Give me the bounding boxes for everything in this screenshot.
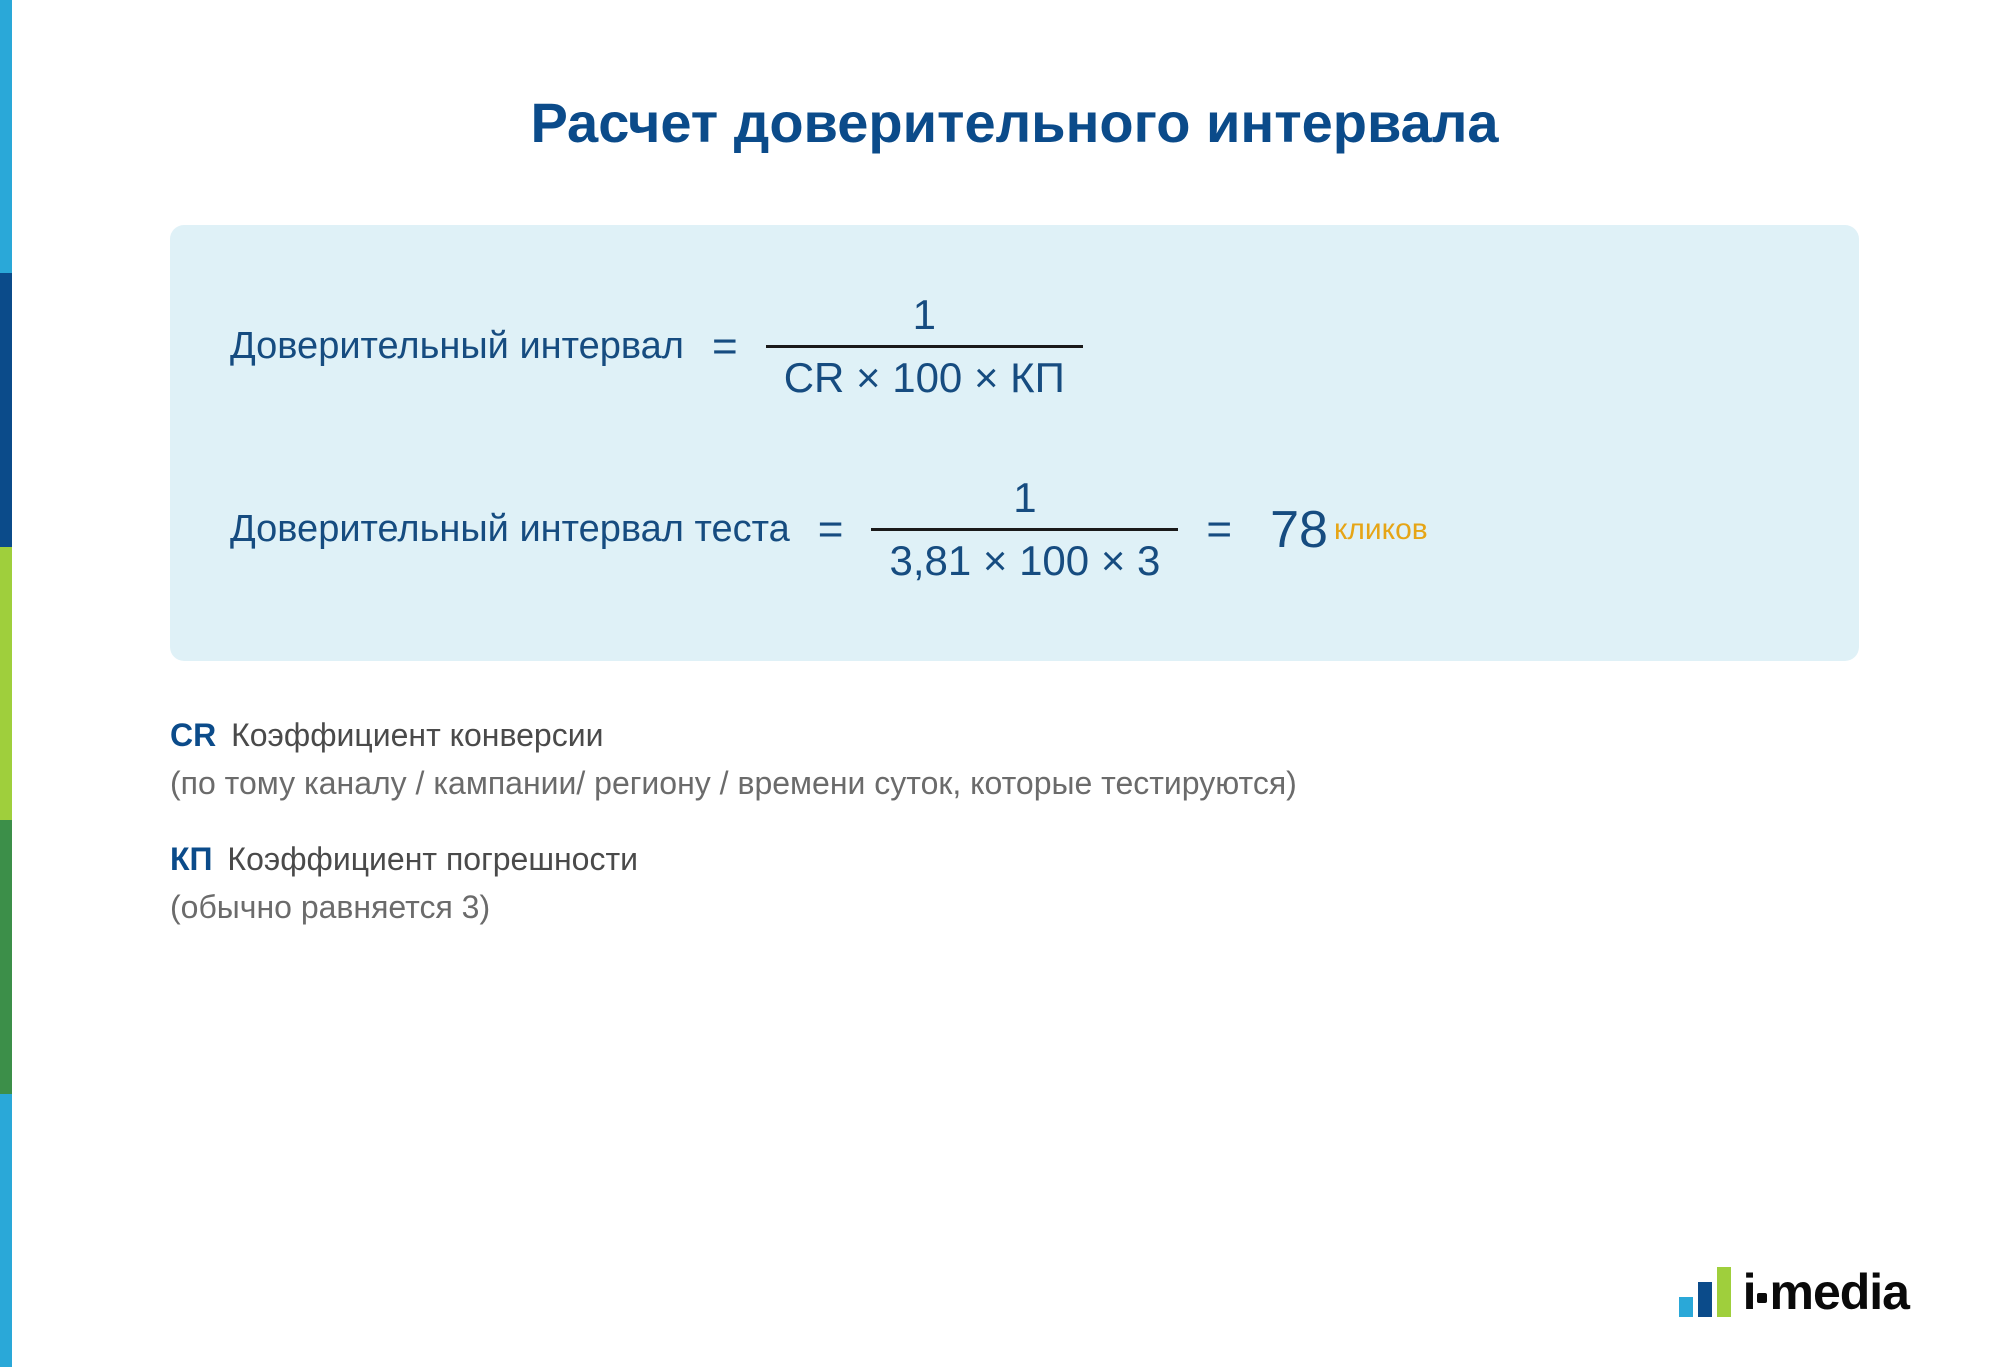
logo-bar-3 — [1717, 1267, 1731, 1317]
slide-content: Расчет доверительного интервала Доверите… — [0, 0, 1999, 1367]
formula-box: Доверительный интервал = 1 CR × 100 × КП… — [170, 225, 1859, 661]
equals-sign: = — [712, 322, 738, 372]
equals-sign: = — [818, 505, 844, 555]
legend-kp-note: (обычно равняется 3) — [170, 883, 1859, 931]
formula-example-fraction: 1 3,81 × 100 × 3 — [871, 468, 1178, 591]
legend-cr: CR Коэффициент конверсии (по тому каналу… — [170, 711, 1859, 807]
logo-text: imedia — [1743, 1267, 1909, 1317]
legend-kp: КП Коэффициент погрешности (обычно равня… — [170, 835, 1859, 931]
legend-kp-term: Коэффициент погрешности — [227, 841, 638, 877]
legend-kp-abbr: КП — [170, 841, 213, 877]
logo-bars-icon — [1679, 1267, 1731, 1317]
logo-bar-1 — [1679, 1297, 1693, 1317]
formula-example: Доверительный интервал теста = 1 3,81 × … — [230, 468, 1799, 591]
legend-cr-note: (по тому каналу / кампании/ региону / вр… — [170, 759, 1859, 807]
formula-general-fraction: 1 CR × 100 × КП — [766, 285, 1083, 408]
logo-bar-2 — [1698, 1282, 1712, 1317]
legend-cr-term: Коэффициент конверсии — [231, 717, 603, 753]
brand-logo: imedia — [1679, 1267, 1909, 1317]
formula-example-denominator: 3,81 × 100 × 3 — [871, 531, 1178, 591]
logo-text-right: media — [1769, 1264, 1909, 1320]
formula-result-unit: кликов — [1334, 513, 1428, 547]
legend-cr-abbr: CR — [170, 717, 216, 753]
formula-general-label: Доверительный интервал — [230, 325, 684, 368]
formula-example-label: Доверительный интервал теста — [230, 508, 790, 551]
formula-general-denominator: CR × 100 × КП — [766, 348, 1083, 408]
formula-result-value: 78 — [1270, 500, 1328, 560]
formula-example-numerator: 1 — [995, 468, 1054, 528]
equals-sign: = — [1206, 505, 1232, 555]
formula-general-numerator: 1 — [895, 285, 954, 345]
page-title: Расчет доверительного интервала — [170, 90, 1859, 155]
logo-text-left: i — [1743, 1264, 1756, 1320]
logo-dot-icon — [1757, 1293, 1767, 1303]
formula-general: Доверительный интервал = 1 CR × 100 × КП — [230, 285, 1799, 408]
legend: CR Коэффициент конверсии (по тому каналу… — [170, 711, 1859, 931]
